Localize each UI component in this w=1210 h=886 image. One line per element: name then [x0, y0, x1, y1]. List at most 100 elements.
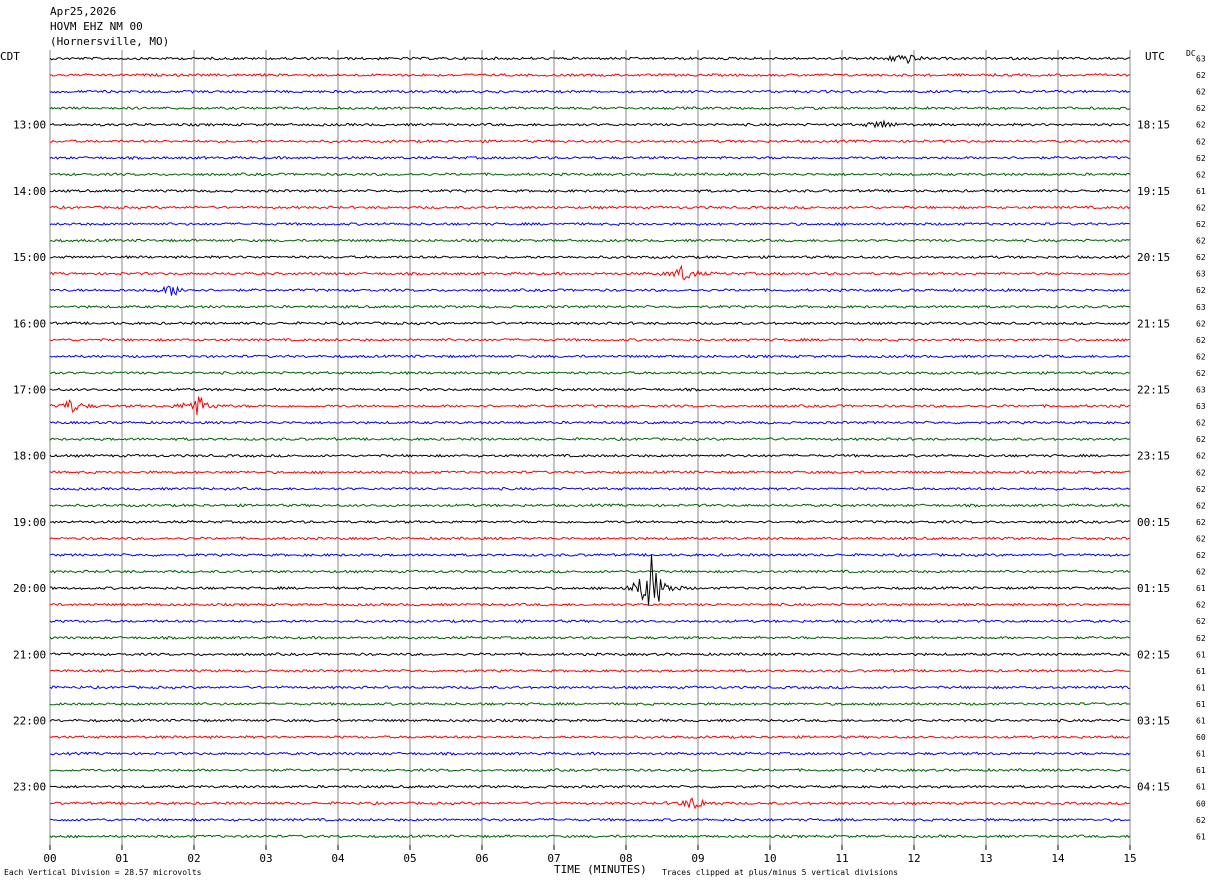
trace-29	[49, 536, 1131, 541]
trace-43	[49, 767, 1131, 773]
cdt-hour-labels: 13:00 14:00 15:00 16:00 17:00 18:00 19:00 20:00…	[13, 119, 46, 794]
trace-24	[49, 453, 1131, 458]
dc-value: 62	[1196, 237, 1206, 246]
dc-value: 62	[1196, 435, 1206, 444]
dc-value: 62	[1196, 154, 1206, 163]
dc-value: 62	[1196, 336, 1206, 345]
trace-15	[49, 304, 1131, 309]
scale-note: Each Vertical Division = 28.57 microvolt…	[4, 868, 202, 877]
trace-10	[49, 221, 1131, 227]
cdt-hour-label: 18:00	[13, 450, 46, 463]
utc-hour-labels: 18:15 19:15 20:15 21:15 22:15 23:15 00:15 01:15…	[1137, 119, 1170, 794]
trace-27	[49, 503, 1131, 508]
trace-9	[49, 205, 1131, 210]
dc-offset-labels: 63 62 62 62 62 62 62 62 61 62 62 62 62 63 62 63 62 62 62 62…	[1196, 55, 1206, 842]
dc-value: 62	[1196, 170, 1206, 179]
minute-gridlines	[49, 50, 1131, 845]
trace-33	[49, 602, 1131, 607]
trace-28	[49, 519, 1131, 524]
dc-value: 61	[1196, 766, 1206, 775]
dc-value: 63	[1196, 303, 1206, 312]
x-tick-label: 04	[331, 852, 345, 865]
dc-value: 62	[1196, 568, 1206, 577]
dc-value: 62	[1196, 601, 1206, 610]
trace-34	[49, 619, 1131, 624]
trace-2	[49, 89, 1131, 94]
trace-18	[49, 354, 1131, 359]
dc-value: 62	[1196, 551, 1206, 560]
trace-35	[49, 635, 1131, 640]
utc-hour-label: 01:15	[1137, 582, 1170, 595]
utc-hour-label: 22:15	[1137, 384, 1170, 397]
trace-39	[49, 701, 1131, 707]
dc-value: 62	[1196, 71, 1206, 80]
x-tick-label: 12	[907, 852, 920, 865]
x-tick-label: 02	[187, 852, 200, 865]
utc-hour-label: 03:15	[1137, 715, 1170, 728]
dc-value: 61	[1196, 750, 1206, 759]
dc-value: 62	[1196, 419, 1206, 428]
dc-value: 62	[1196, 88, 1206, 97]
x-tick-label: 15	[1123, 852, 1136, 865]
trace-16	[49, 321, 1131, 326]
utc-hour-label: 02:15	[1137, 648, 1170, 661]
x-tick-label: 14	[1051, 852, 1065, 865]
trace-44	[49, 784, 1131, 789]
dc-value: 61	[1196, 832, 1206, 841]
trace-12	[49, 255, 1131, 260]
trace-5	[49, 139, 1131, 144]
x-tick-label: 03	[259, 852, 272, 865]
dc-value: 62	[1196, 137, 1206, 146]
cdt-hour-label: 19:00	[13, 516, 46, 529]
cdt-hour-label: 16:00	[13, 317, 46, 330]
dc-value: 62	[1196, 319, 1206, 328]
dc-value: 62	[1196, 634, 1206, 643]
trace-20	[49, 387, 1131, 392]
utc-hour-label: 18:15	[1137, 119, 1170, 132]
cdt-hour-label: 15:00	[13, 251, 46, 264]
trace-14	[49, 285, 1131, 296]
dc-value: 62	[1196, 816, 1206, 825]
dc-value: 62	[1196, 352, 1206, 361]
trace-0	[49, 54, 1131, 65]
trace-7	[49, 172, 1131, 177]
left-timezone-label: CDT	[0, 50, 20, 63]
trace-47	[49, 834, 1131, 839]
cdt-hour-label: 20:00	[13, 582, 46, 595]
x-tick-label: 01	[115, 852, 128, 865]
dc-value: 62	[1196, 104, 1206, 113]
x-tick-label: 06	[475, 852, 488, 865]
utc-hour-label: 04:15	[1137, 781, 1170, 794]
dc-value: 61	[1196, 717, 1206, 726]
x-tick-label: 13	[979, 852, 992, 865]
dc-value: 62	[1196, 534, 1206, 543]
clip-note: Traces clipped at plus/minus 5 vertical …	[662, 868, 898, 877]
cdt-hour-label: 21:00	[13, 648, 46, 661]
x-tick-labels: 00 01 02 03 04 05 06 07 08 09 10 11 12 13 14 15	[43, 845, 1137, 865]
trace-23	[49, 436, 1131, 442]
cdt-hour-label: 14:00	[13, 185, 46, 198]
trace-19	[49, 370, 1131, 376]
trace-21	[49, 396, 1131, 416]
utc-hour-label: 00:15	[1137, 516, 1170, 529]
trace-31	[49, 569, 1131, 574]
dc-value: 62	[1196, 203, 1206, 212]
dc-value: 62	[1196, 220, 1206, 229]
x-tick-label: 09	[691, 852, 704, 865]
utc-hour-label: 21:15	[1137, 317, 1170, 330]
dc-header-label: DC	[1186, 49, 1196, 58]
x-tick-label: 00	[43, 852, 56, 865]
trace-11	[49, 238, 1131, 243]
date-label: Apr25,2026	[50, 5, 117, 18]
trace-8	[49, 188, 1131, 193]
x-axis-label: TIME (MINUTES)	[554, 863, 647, 876]
dc-value: 63	[1196, 55, 1206, 64]
trace-41	[49, 734, 1131, 740]
dc-value: 61	[1196, 700, 1206, 709]
cdt-hour-label: 17:00	[13, 384, 46, 397]
x-tick-label: 10	[763, 852, 776, 865]
right-timezone-label: UTC	[1145, 50, 1165, 63]
trace-26	[49, 486, 1131, 491]
trace-38	[49, 685, 1131, 690]
